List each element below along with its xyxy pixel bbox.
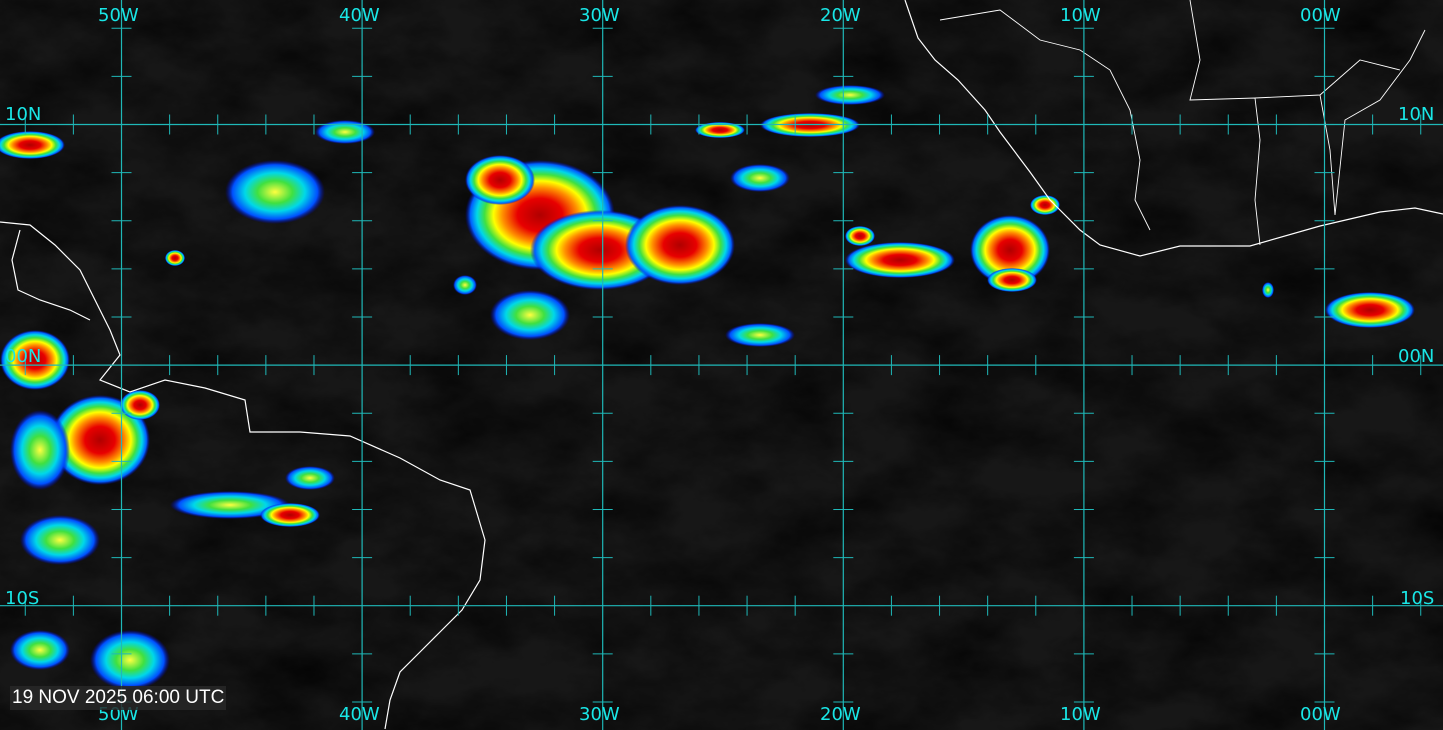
convective-cell <box>490 290 570 340</box>
lat-label-left-10n: 10N <box>5 104 42 125</box>
africa-coastline <box>904 0 1443 257</box>
convective-cell <box>845 226 875 246</box>
lat-label-left-10s: 10S <box>5 588 40 609</box>
convective-cell <box>845 242 955 278</box>
timestamp-label: 19 NOV 2025 06:00 UTC <box>10 686 227 710</box>
lon-label-top-20w: 20W <box>820 5 861 26</box>
convective-cell <box>10 630 70 670</box>
convective-cell <box>970 215 1050 285</box>
convective-cell <box>10 410 70 490</box>
lon-label-top-50w: 50W <box>98 5 139 26</box>
lat-label-right-10n: 10N <box>1398 104 1435 125</box>
convective-cell <box>1325 292 1415 328</box>
convective-cell <box>315 120 375 144</box>
convective-cell <box>90 630 170 690</box>
convective-cell <box>453 275 477 295</box>
convective-cell <box>20 515 100 565</box>
lon-label-top-40w: 40W <box>339 5 380 26</box>
convective-cell <box>1262 282 1274 298</box>
convective-cell <box>170 491 290 519</box>
africa-borders <box>1319 29 1426 216</box>
lon-label-bottom-30w: 30W <box>579 704 620 725</box>
convective-cell <box>815 85 885 105</box>
convective-cell <box>625 205 735 285</box>
lat-label-left-00n: 00N <box>5 346 42 367</box>
lon-label-top-30w: 30W <box>579 5 620 26</box>
convective-cell <box>730 164 790 192</box>
convective-cell <box>465 155 535 205</box>
lat-label-right-10s: 10S <box>1400 588 1435 609</box>
convective-cell <box>1030 195 1060 215</box>
lon-label-bottom-50w: 50W <box>98 704 139 725</box>
lon-label-bottom-10w: 10W <box>1060 704 1101 725</box>
convective-cell <box>0 131 65 159</box>
convective-cell <box>120 390 160 420</box>
convective-cell <box>50 395 150 485</box>
convective-cell <box>260 503 320 527</box>
south-america-border <box>11 229 91 321</box>
lon-label-bottom-00w: 00W <box>1300 704 1341 725</box>
convective-cell <box>285 466 335 490</box>
convective-cell <box>225 160 325 224</box>
africa-borders <box>1254 59 1401 99</box>
convective-cells <box>0 85 1415 690</box>
lon-label-bottom-40w: 40W <box>339 704 380 725</box>
convective-cell <box>695 122 745 138</box>
lon-label-bottom-20w: 20W <box>820 704 861 725</box>
convective-cell <box>165 250 185 266</box>
convective-cell <box>725 323 795 347</box>
africa-borders <box>939 9 1151 231</box>
convective-cell <box>0 330 70 390</box>
lon-label-top-00w: 00W <box>1300 5 1341 26</box>
convective-cell <box>987 268 1037 292</box>
lon-label-top-10w: 10W <box>1060 5 1101 26</box>
south-america-coastline <box>0 221 486 730</box>
lat-label-right-00n: 00N <box>1398 346 1435 367</box>
